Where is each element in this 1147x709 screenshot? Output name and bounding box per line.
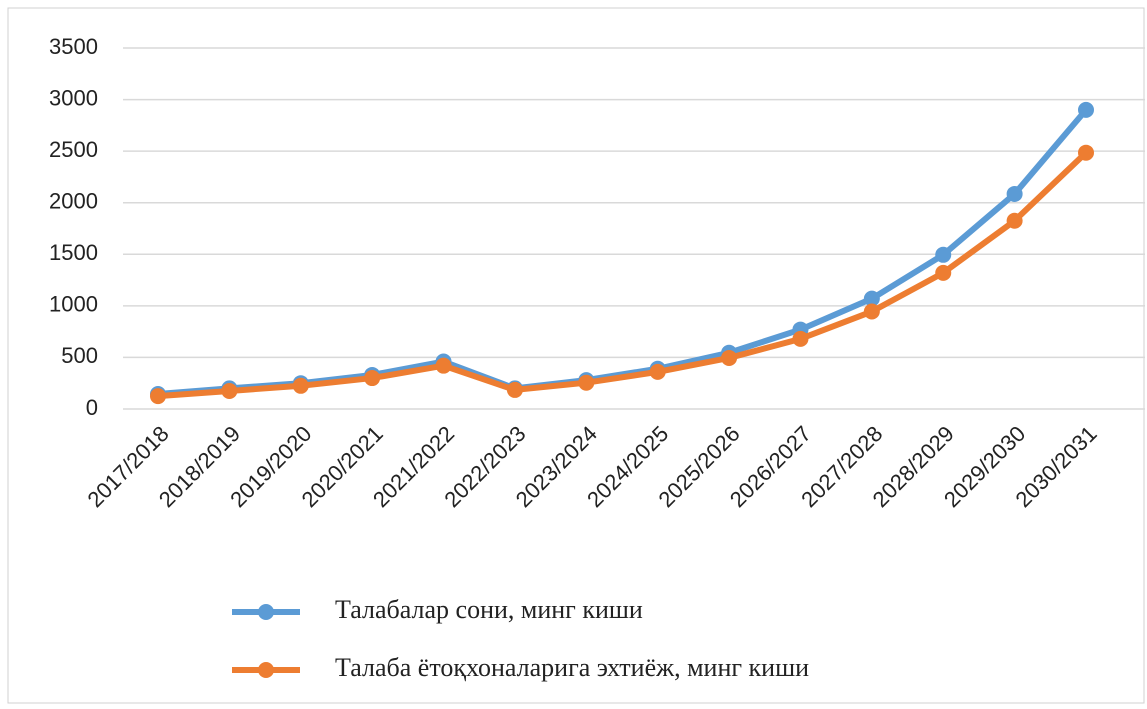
point [1006,212,1023,229]
series-line [157,150,1089,400]
point [364,370,381,387]
y-tick-label: 1000 [49,292,98,317]
y-tick-label: 0 [86,395,98,420]
legend-label: Талаба ётоқхоналарига эхтиёж, минг киши [335,653,809,682]
point [1078,144,1094,161]
point [935,246,952,263]
point [435,357,452,374]
y-tick-label: 1500 [49,240,98,265]
legend-marker [258,662,274,678]
point [150,388,166,405]
point [1078,101,1094,118]
point [863,290,880,307]
point [1006,185,1023,202]
point [935,264,952,281]
point [506,381,523,398]
point [863,303,880,320]
legend-marker [258,604,274,620]
chart-border [7,7,1145,704]
point [721,349,738,366]
y-tick-label: 3000 [49,85,98,110]
y-tick-label: 500 [61,343,98,368]
y-tick-label: 2500 [49,137,98,162]
point [292,377,309,394]
point [221,382,238,399]
point [578,374,595,391]
y-tick-label: 3500 [49,34,98,59]
y-tick-label: 2000 [49,189,98,214]
legend-label: Талабалар сони, минг киши [335,595,643,624]
point [649,363,666,380]
point [792,330,809,347]
